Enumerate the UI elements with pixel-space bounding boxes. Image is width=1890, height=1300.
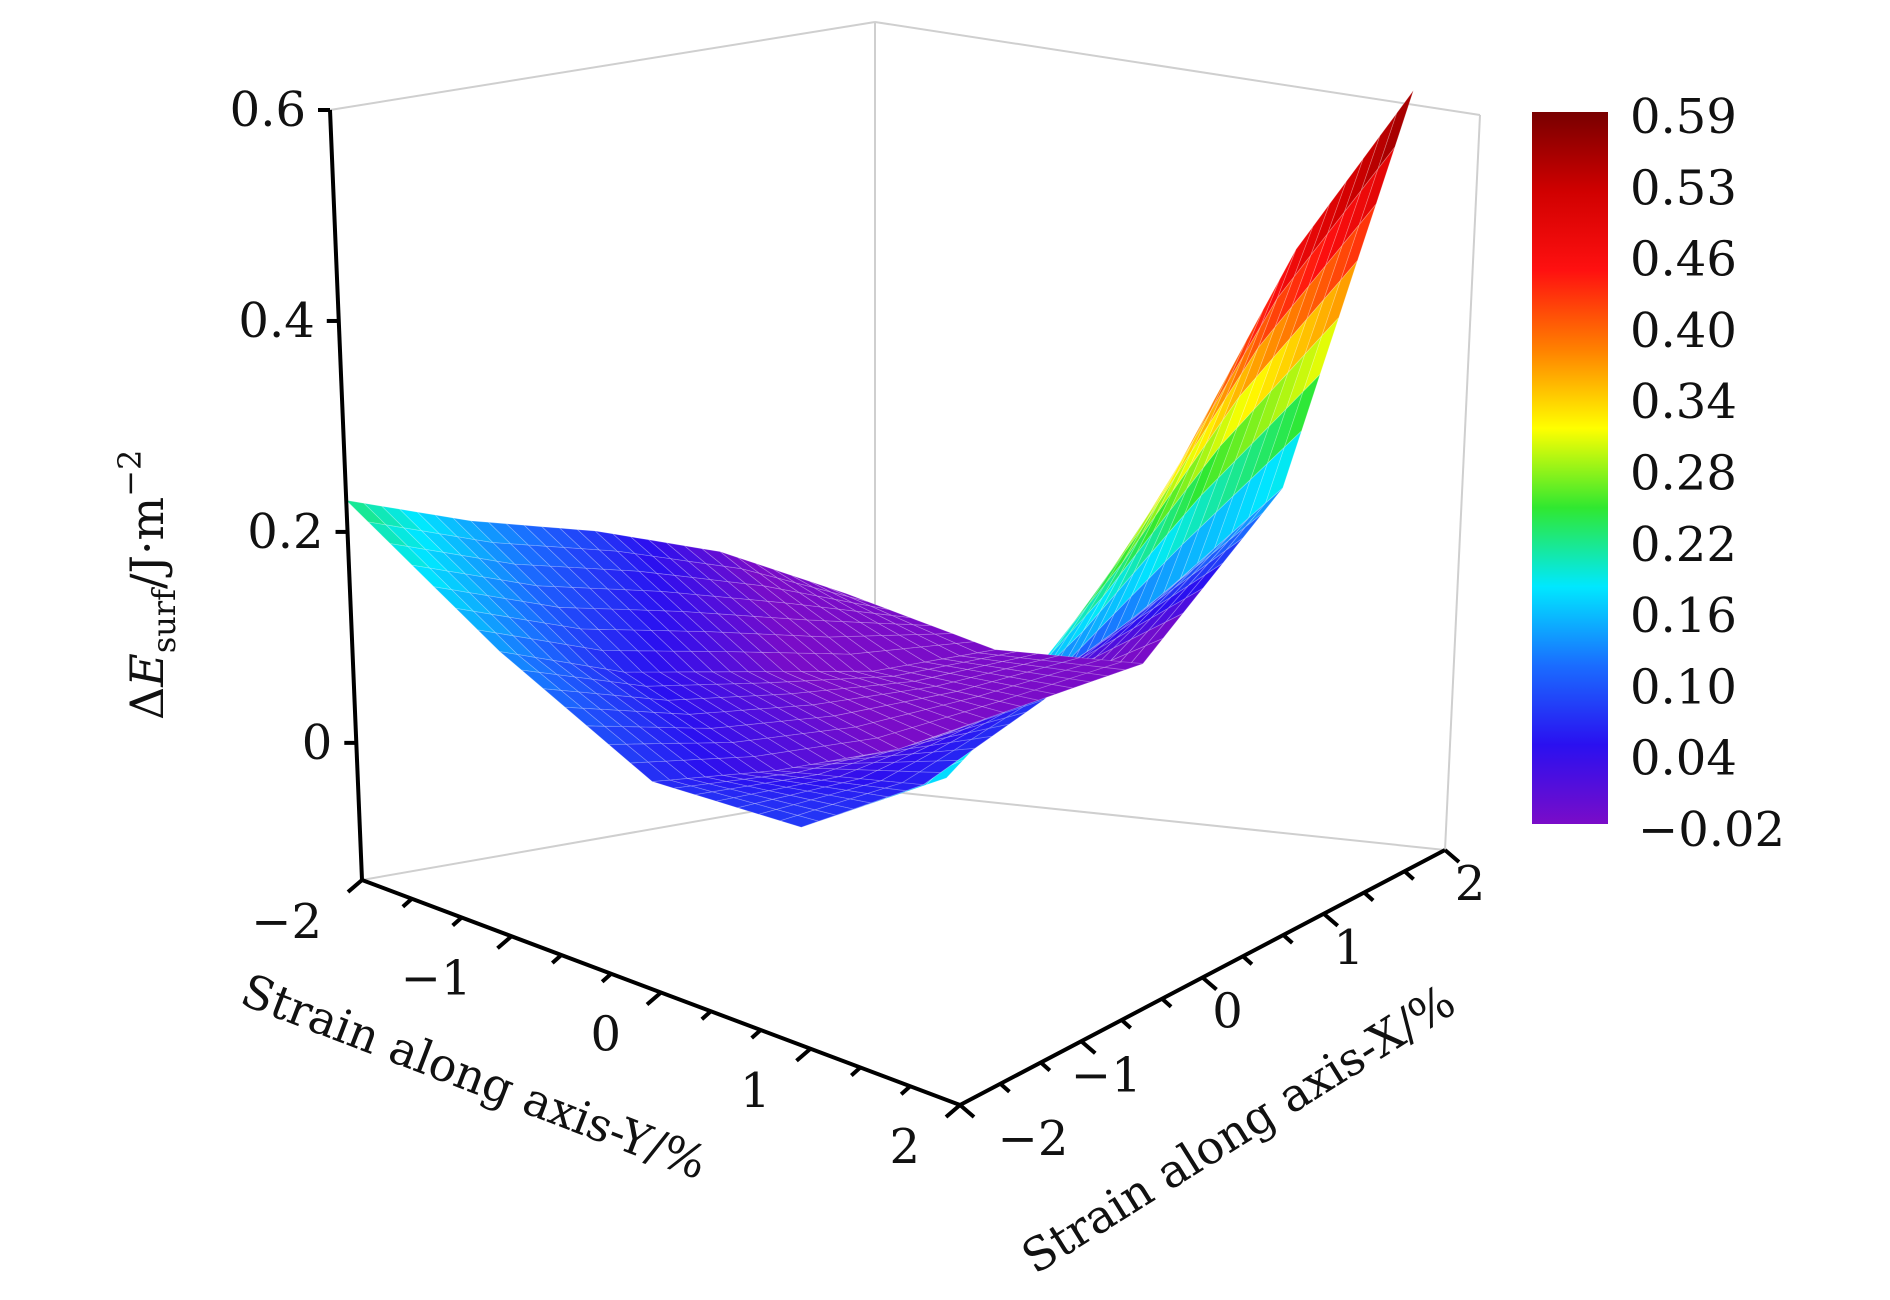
- z-tick-label: 0.6: [230, 82, 306, 138]
- y-tick-label: 1: [740, 1063, 771, 1119]
- surface-cell: [1358, 147, 1396, 225]
- x-axis: −2−1 0 1 2: [958, 848, 1486, 1167]
- y-minor-tick: [600, 972, 613, 984]
- surface-cell: [1245, 487, 1284, 528]
- colorbar-bar: [1532, 112, 1608, 824]
- z-label-prefix: Δ: [120, 687, 174, 720]
- colorbar-tick-label: 0.53: [1630, 160, 1737, 216]
- y-minor-tick: [401, 897, 414, 909]
- y-tick: [645, 990, 663, 1007]
- z-tick-label: 0.2: [247, 504, 323, 560]
- x-tick-label: 1: [1333, 920, 1364, 976]
- x-minor-tick: [999, 1082, 1011, 1094]
- x-tick: [1443, 848, 1461, 864]
- surface-cell: [1205, 537, 1244, 575]
- x-tick-label: 0: [1212, 984, 1243, 1040]
- colorbar-tick-label: 0.16: [1630, 588, 1737, 644]
- z-label-exponent: −2: [111, 450, 149, 497]
- y-tick-label: 0: [590, 1007, 621, 1063]
- colorbar-tick-label: 0.34: [1630, 374, 1737, 430]
- surface-cell: [934, 633, 974, 644]
- z-label-subscript: surf: [145, 587, 183, 653]
- y-tick: [346, 878, 364, 894]
- surface-cell: [1145, 613, 1184, 647]
- z-label-symbol: E: [120, 653, 174, 688]
- colorbar-tick-label: −0.02: [1638, 802, 1785, 858]
- x-tick: [1079, 1039, 1097, 1055]
- y-minor-tick: [850, 1066, 862, 1077]
- surface-cell: [1165, 587, 1204, 623]
- back-bottom-right-edge: [874, 789, 1446, 851]
- x-tick-label: 2: [1455, 856, 1486, 912]
- z-axis-line: [328, 109, 364, 881]
- z-axis: 0 0.2 0.4 0.6: [230, 82, 364, 881]
- z-axis-label: ΔEsurf/J·m−2: [111, 450, 183, 720]
- x-tick-label: −2: [998, 1111, 1069, 1167]
- colorbar-tick-label: 0.59: [1630, 89, 1737, 145]
- back-top-right-edge: [874, 21, 1481, 116]
- x-minor-tick: [1403, 869, 1415, 881]
- y-tick-label: −2: [251, 894, 322, 950]
- colorbar-tick-label: 0.46: [1630, 232, 1737, 288]
- surface-cell: [827, 587, 868, 602]
- y-minor-tick: [700, 1009, 713, 1021]
- y-minor-tick: [451, 916, 463, 927]
- y-minor-tick: [899, 1084, 912, 1096]
- y-tick: [944, 1103, 962, 1119]
- colorbar-tick-label: 0.40: [1630, 303, 1737, 359]
- surface-cell: [1185, 562, 1224, 599]
- surface-cell: [848, 596, 889, 610]
- right-vertical-edge: [1444, 114, 1481, 851]
- back-top-left-edge: [329, 21, 876, 111]
- y-axis: −2 −1 0 1 2: [251, 878, 962, 1175]
- colorbar-tick-label: 0.04: [1630, 731, 1737, 787]
- x-minor-tick: [1160, 997, 1173, 1009]
- x-tick: [1322, 912, 1340, 928]
- x-minor-tick: [1282, 933, 1294, 945]
- colorbar-tick-label: 0.28: [1630, 446, 1737, 502]
- y-tick-label: −1: [401, 950, 472, 1006]
- colorbar-tick-label: 0.10: [1630, 659, 1737, 715]
- surface-cell: [1264, 430, 1302, 505]
- z-tick-label: 0: [302, 715, 333, 771]
- x-minor-tick: [1241, 954, 1254, 966]
- y-tick: [496, 934, 513, 950]
- surface-cell: [1061, 657, 1101, 666]
- x-tick: [958, 1103, 976, 1119]
- surface-mesh: [345, 90, 1414, 828]
- y-minor-tick: [551, 953, 563, 965]
- x-tick-label: −1: [1071, 1047, 1142, 1103]
- x-minor-tick: [1120, 1018, 1132, 1030]
- surface-cell: [998, 651, 1038, 659]
- x-minor-tick: [1039, 1061, 1052, 1072]
- surface-cell: [1225, 512, 1264, 551]
- colorbar: 0.59 0.53 0.46 0.40 0.34 0.28 0.22 0.16 0.10 0.04…: [1532, 89, 1785, 858]
- y-tick: [795, 1047, 812, 1063]
- surface-cell: [954, 641, 997, 654]
- z-tick-label: 0.4: [238, 293, 314, 349]
- colorbar-tick-label: 0.22: [1630, 517, 1737, 573]
- z-label-unit: /J·m: [120, 497, 174, 589]
- x-tick: [1201, 975, 1218, 992]
- x-minor-tick: [1362, 891, 1375, 902]
- y-tick-label: 2: [889, 1119, 920, 1175]
- y-axis-label: Strain along axis-Y/%: [234, 963, 714, 1190]
- y-minor-tick: [750, 1028, 762, 1040]
